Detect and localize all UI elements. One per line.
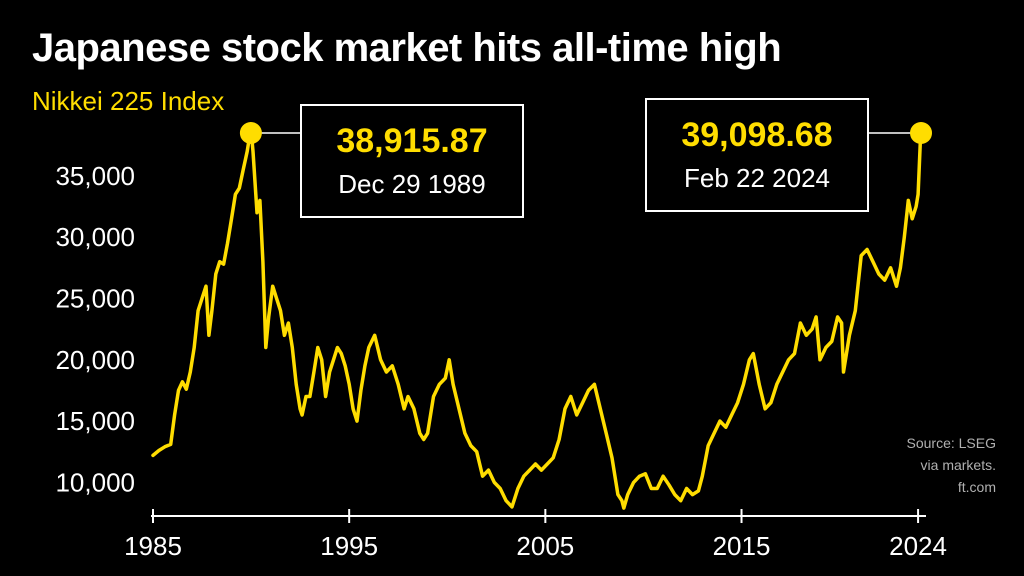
x-tick-label: 1995 — [320, 531, 378, 561]
source-line: Source: LSEG — [906, 435, 997, 451]
y-tick-label: 20,000 — [55, 345, 135, 375]
y-tick-label: 15,000 — [55, 406, 135, 436]
callout-value: 38,915.87 — [336, 122, 487, 160]
x-tick-label: 2024 — [889, 531, 947, 561]
x-tick-label: 2005 — [516, 531, 574, 561]
peak-marker — [239, 122, 262, 144]
callout-date: Dec 29 1989 — [338, 169, 485, 199]
callout-date: Feb 22 2024 — [684, 163, 830, 193]
y-tick-label: 25,000 — [55, 283, 135, 313]
y-tick-label: 30,000 — [55, 222, 135, 252]
y-tick-label: 35,000 — [55, 161, 135, 191]
peak-marker — [910, 122, 933, 144]
x-tick-label: 2015 — [713, 531, 771, 561]
chart-subtitle: Nikkei 225 Index — [32, 86, 225, 116]
x-tick-label: 1985 — [124, 531, 182, 561]
source-note: Source: LSEG via markets. ft.com — [907, 432, 997, 498]
y-tick-label: 10,000 — [55, 467, 135, 497]
source-line: ft.com — [957, 479, 996, 495]
chart-title: Japanese stock market hits all-time high — [32, 26, 782, 70]
source-line: via markets. — [920, 457, 996, 473]
series-line — [151, 123, 923, 510]
callout-box — [300, 104, 524, 218]
callout-value: 39,098.68 — [681, 116, 832, 154]
callout-box — [645, 98, 869, 212]
